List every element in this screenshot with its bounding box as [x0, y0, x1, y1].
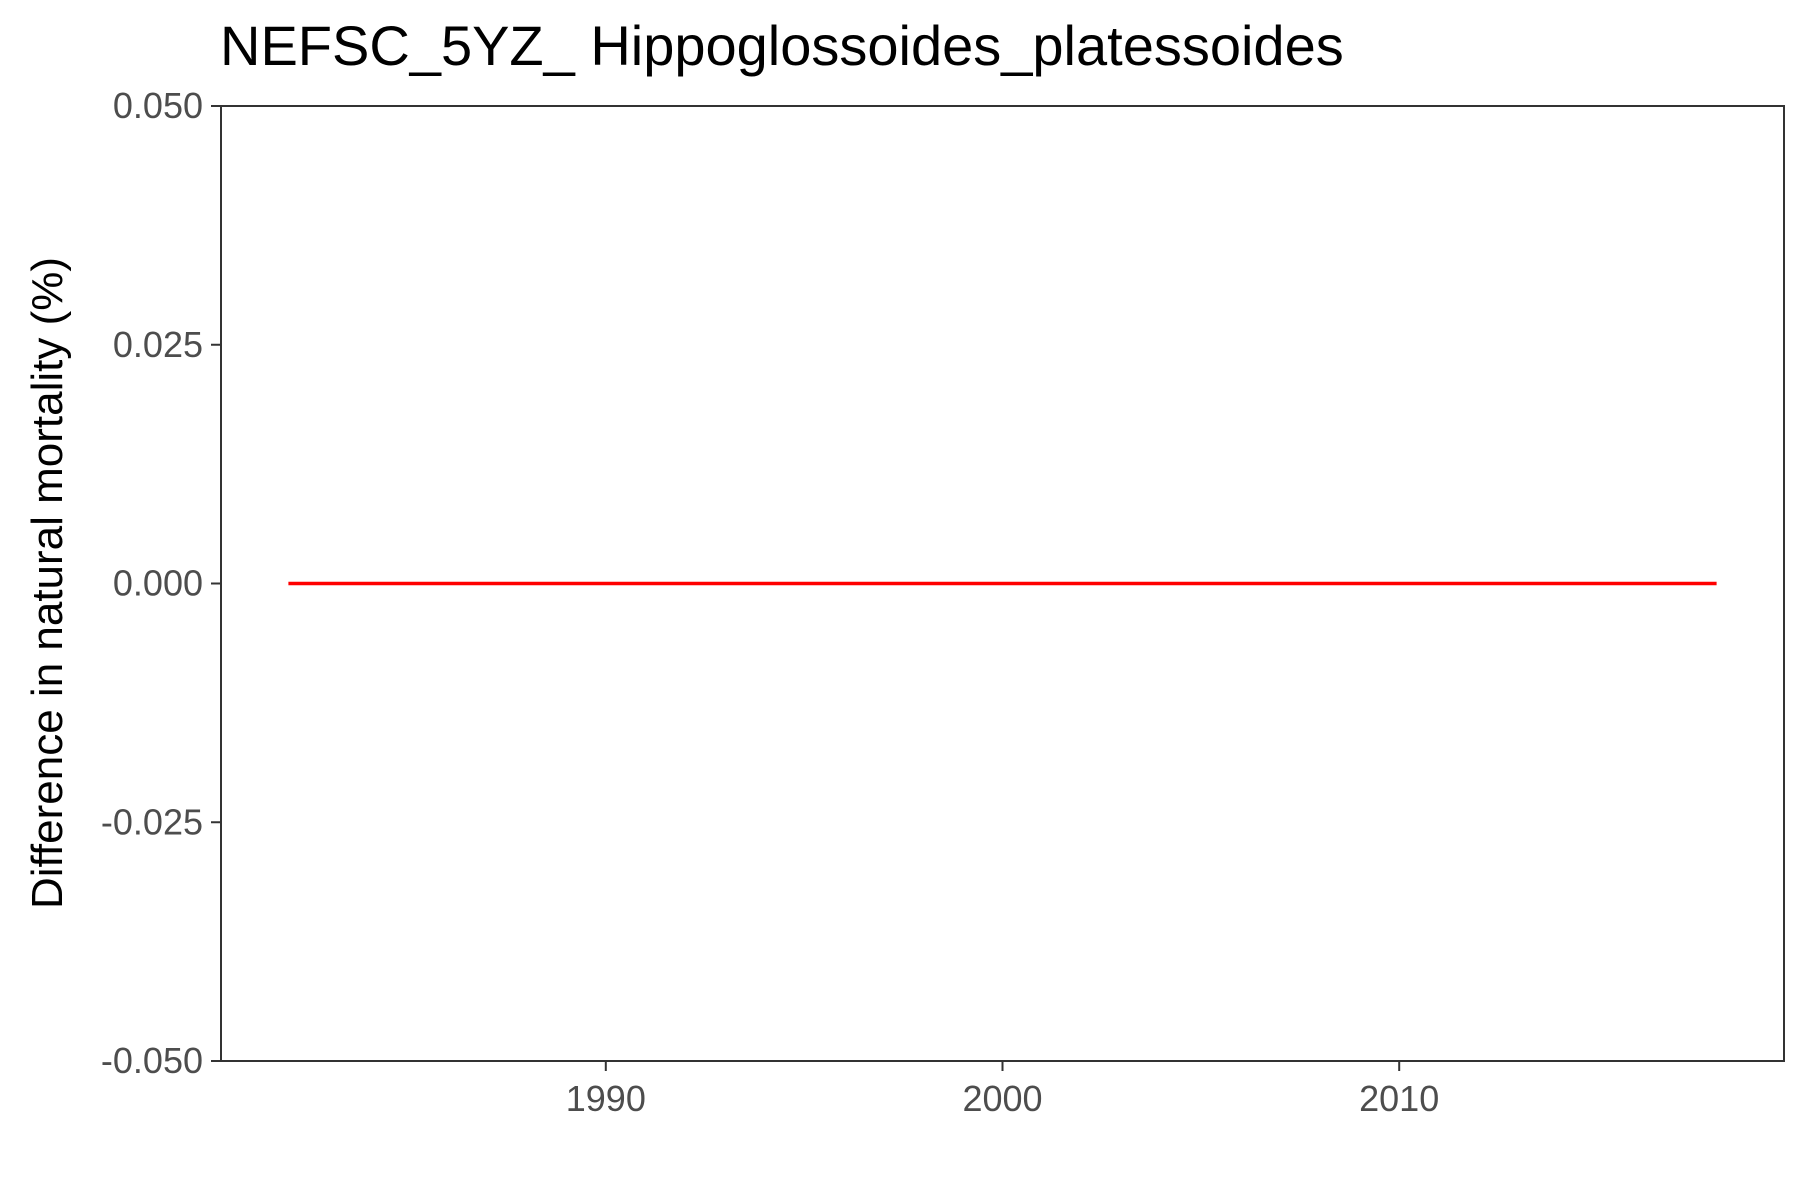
y-tick-label: 0.050	[113, 85, 203, 126]
x-tick-label: 2000	[962, 1078, 1042, 1119]
x-axis: 1990 2000 2010	[566, 1061, 1439, 1119]
y-tick-label: -0.025	[101, 801, 203, 842]
y-tick-label: 0.000	[113, 563, 203, 604]
y-tick-label: -0.050	[101, 1040, 203, 1081]
x-tick-label: 2010	[1359, 1078, 1439, 1119]
x-tick-label: 1990	[566, 1078, 646, 1119]
y-axis-title: Difference in natural mortality (%)	[23, 257, 72, 909]
y-tick-label: 0.025	[113, 324, 203, 365]
chart-title: NEFSC_5YZ_ Hippoglossoides_platessoides	[220, 14, 1344, 77]
y-axis: -0.050 -0.025 0.000 0.025 0.050	[101, 85, 221, 1081]
